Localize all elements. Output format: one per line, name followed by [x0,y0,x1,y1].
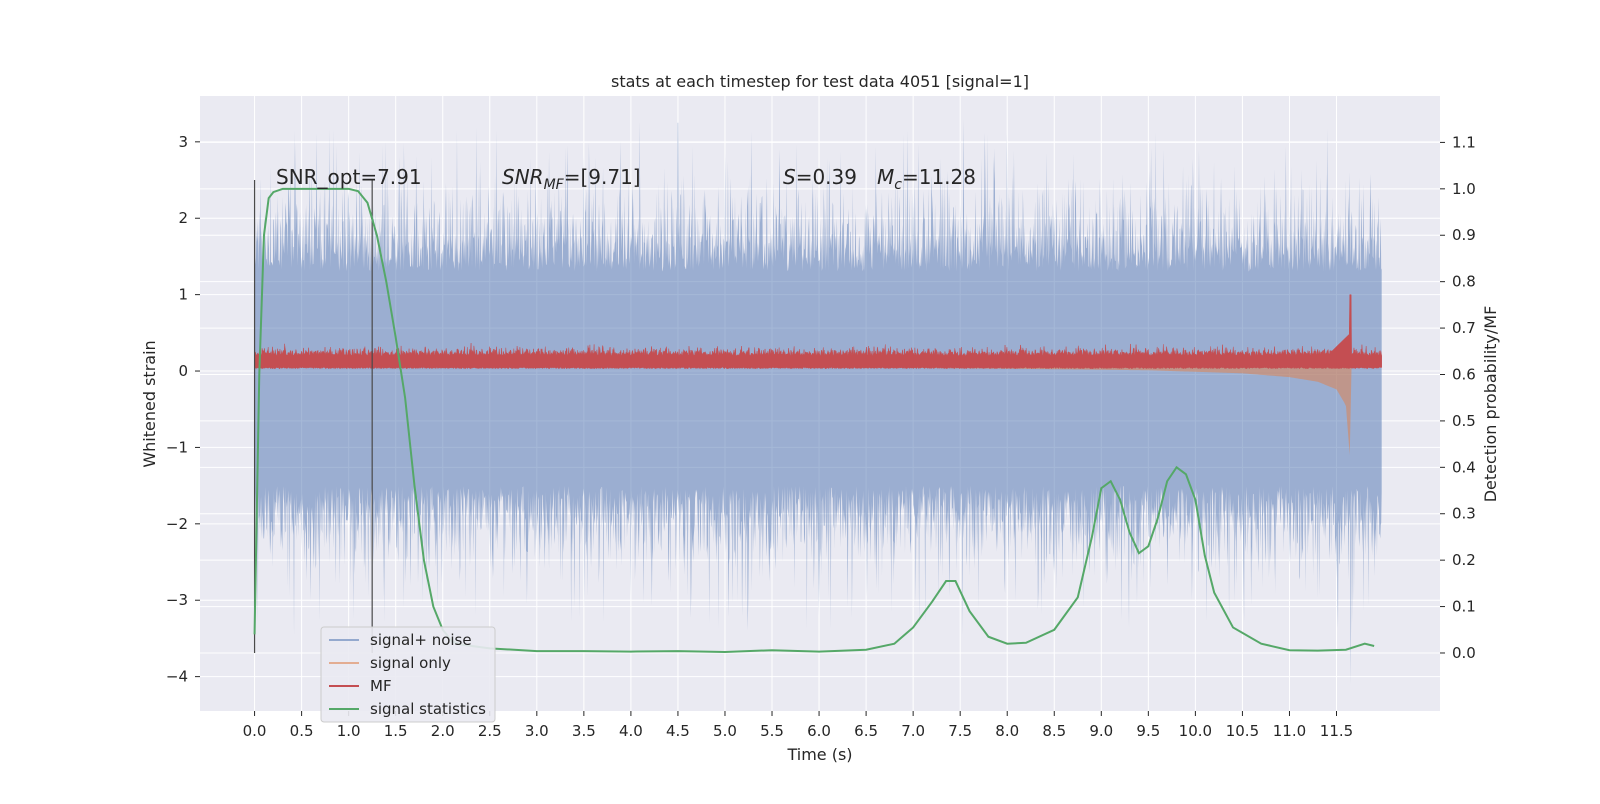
annotation-snr-mf: SNRMF=[9.71] [502,165,641,193]
x-tick-label: 1.0 [337,722,361,740]
annotations: SNR_opt=7.91 SNRMF=[9.71] S=0.39 Mc=11.2… [276,165,976,193]
y-tick-label-right: 0.4 [1452,458,1476,476]
y-tick-label-right: 0.6 [1452,365,1476,383]
x-tick-label: 3.0 [525,722,549,740]
x-tick-label: 2.0 [431,722,455,740]
legend-box [320,626,496,723]
y-tick-label-right: 0.5 [1452,412,1476,430]
x-tick-label: 5.5 [760,722,784,740]
x-tick-label: 9.0 [1089,722,1113,740]
y-tick-label-right: 0.0 [1452,644,1476,662]
x-tick-label: 7.5 [948,722,972,740]
x-tick-label: 0.5 [290,722,314,740]
annotation-mc-label: M [877,165,894,189]
y-tick-label-right: 0.8 [1452,273,1476,291]
legend-label-signal-noise: signal+ noise [370,631,472,649]
y-tick-label-right: 0.7 [1452,319,1476,337]
x-axis-label: Time (s) [786,745,852,764]
y-tick-label-left: 1 [178,286,188,304]
y-tick-label-left: −4 [166,668,188,686]
y-ticks-right: 0.0 0.1 0.2 0.3 0.4 0.5 0.6 0.7 0.8 0.9 1.0 1.1 [1440,133,1476,662]
x-tick-label: 4.5 [666,722,690,740]
annotation-s-label: S [783,165,796,189]
annotation-snr-mf-value: =[9.71] [564,165,641,189]
series-signal-statistics-line [253,187,1375,654]
y-tick-label-left: −2 [166,515,188,533]
annotation-snr-mf-sub: MF [544,177,565,193]
x-tick-label: 7.0 [901,722,925,740]
annotation-s: S=0.39 [783,165,857,189]
x-tick-label: 11.0 [1273,722,1306,740]
y-tick-label-right: 0.3 [1452,505,1476,523]
legend-label-mf: MF [370,677,392,695]
series-signal-noise-band [254,118,1382,685]
y-tick-label-left: −3 [166,591,188,609]
x-tick-label: 5.0 [713,722,737,740]
annotation-mc: Mc=11.28 [877,165,976,193]
x-tick-label: 6.0 [807,722,831,740]
y-tick-label-left: 2 [178,209,188,227]
y-tick-label-right: 1.1 [1452,133,1476,151]
x-tick-label: 1.5 [384,722,408,740]
annotation-s-value: =0.39 [796,165,857,189]
x-tick-label: 8.5 [1042,722,1066,740]
y-ticks-left: −4 −3 −2 −1 0 1 2 3 [166,133,200,686]
y-tick-label-right: 1.0 [1452,180,1476,198]
y-tick-label-left: −1 [166,438,188,456]
chart-title: stats at each timestep for test data 405… [611,72,1029,91]
y-tick-label-right: 0.1 [1452,598,1476,616]
x-tick-label: 6.5 [854,722,878,740]
y-tick-label-left: 0 [178,362,188,380]
x-tick-label: 10.5 [1226,722,1259,740]
legend-label-signal-only: signal only [370,654,451,672]
x-tick-label: 4.0 [619,722,643,740]
series-layer [253,118,1382,685]
y-tick-label-right: 0.9 [1452,226,1476,244]
y-axis-label-right: Detection probability/MF [1481,306,1500,503]
annotation-mc-value: =11.28 [902,165,976,189]
x-tick-label: 8.0 [995,722,1019,740]
x-ticks: 0.0 0.5 1.0 1.5 2.0 2.5 3.0 3.5 4.0 4.5 5.0 5.5 6.0 6… [243,711,1353,740]
annotation-snr-opt: SNR_opt=7.91 [276,165,422,189]
annotation-mc-sub: c [894,177,902,193]
y-axis-label-left: Whitened strain [140,340,159,467]
legend: signal+ noise signal only MF signal stat… [320,626,496,723]
legend-label-signal-statistics: signal statistics [370,700,486,718]
x-tick-label: 9.5 [1136,722,1160,740]
y-tick-label-left: 3 [178,133,188,151]
x-tick-label: 0.0 [243,722,267,740]
annotation-snr-mf-label: SNR [502,165,544,189]
x-tick-label: 2.5 [478,722,502,740]
x-tick-label: 3.5 [572,722,596,740]
x-tick-label: 11.5 [1320,722,1353,740]
x-tick-label: 10.0 [1179,722,1212,740]
series-mf-band [254,294,1382,370]
y-tick-label-right: 0.2 [1452,551,1476,569]
